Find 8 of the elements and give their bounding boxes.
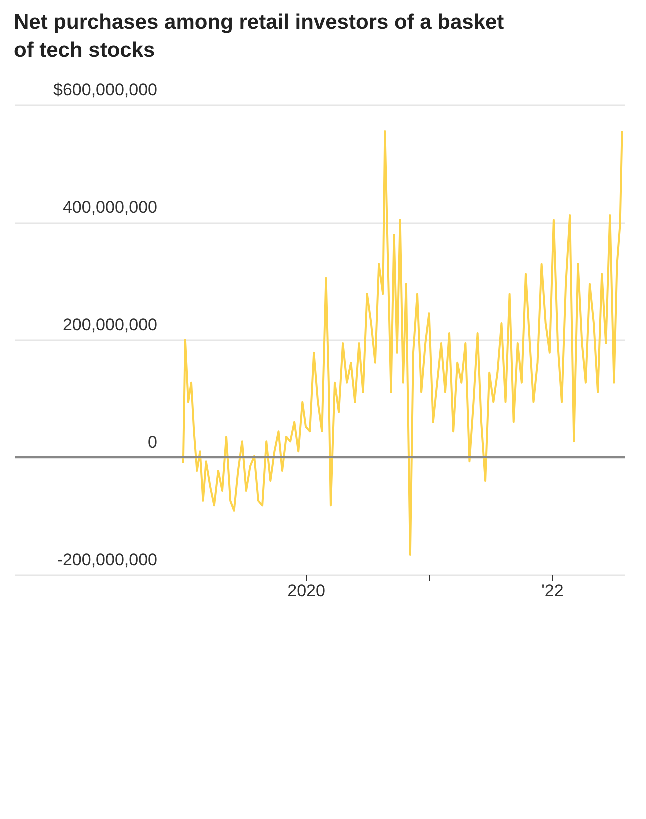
- chart-title: Net purchases among retail investors of a basket of tech stocks: [14, 11, 504, 62]
- y-tick-label: $600,000,000: [54, 80, 158, 100]
- y-tick-label: 200,000,000: [62, 316, 158, 334]
- y-tick-label: -200,000,000: [57, 550, 158, 570]
- y-tick-label: 0: [148, 433, 158, 452]
- x-tick-label: '22: [542, 582, 564, 600]
- x-tick-label: 2020: [288, 582, 326, 600]
- y-tick-label: 400,000,000: [62, 198, 158, 217]
